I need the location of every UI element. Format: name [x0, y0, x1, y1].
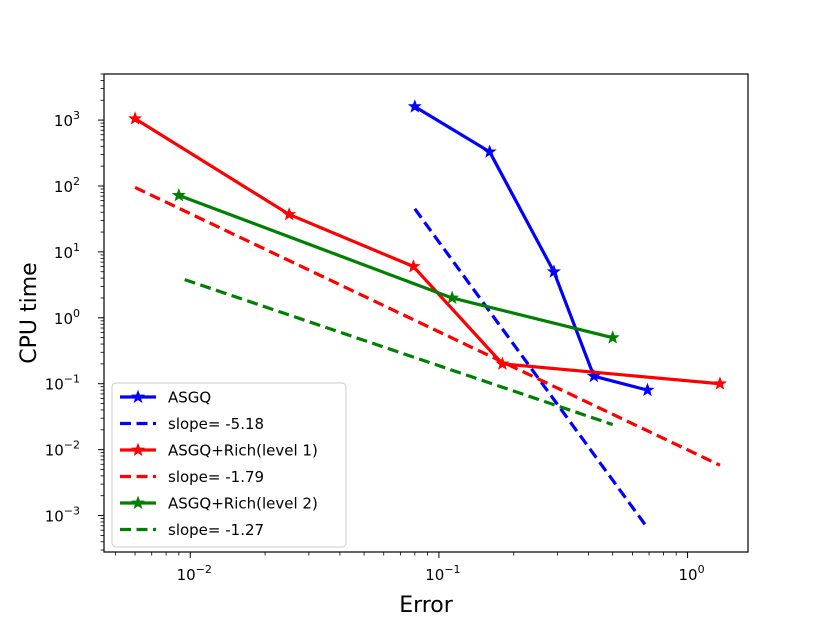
y-tick-label: 10−1: [45, 373, 80, 394]
x-axis-label: Error: [399, 593, 454, 618]
legend-swatch-star: [130, 442, 146, 456]
x-tick-label: 10−1: [425, 563, 460, 584]
x-tick-label: 100: [679, 563, 705, 584]
data-point-star: [495, 356, 510, 370]
data-point-star: [546, 264, 561, 278]
legend-label: slope= -1.27: [168, 521, 264, 539]
data-point-star: [605, 330, 620, 344]
legend-box: [111, 382, 347, 548]
slope-line: [134, 186, 721, 467]
data-point-star: [128, 111, 143, 125]
data-point-star: [445, 290, 460, 304]
data-point-star: [406, 259, 421, 273]
legend-label: slope= -1.79: [168, 468, 264, 486]
legend: ASGQ slope= -5.18 ASGQ+Rich(level 1) slope=…: [111, 382, 347, 548]
slope-line: [184, 278, 614, 427]
y-tick-label: 101: [54, 241, 80, 262]
legend-swatch-star: [130, 389, 146, 403]
data-point-star: [482, 144, 497, 158]
data-point-star: [171, 188, 186, 202]
data-point-star: [407, 99, 422, 113]
y-tick-label: 100: [54, 307, 80, 328]
y-tick-label: 10−2: [45, 439, 80, 460]
y-tick-label: 103: [54, 109, 80, 130]
data-point-star: [282, 207, 297, 221]
legend-label: slope= -5.18: [168, 415, 264, 433]
y-tick-label: 10−3: [45, 505, 80, 526]
x-tick-label: 10−2: [177, 563, 212, 584]
legend-label: ASGQ+Rich(level 1): [168, 442, 318, 460]
axis-layer: 10−2 10−1 100 10−3 10−2 10−1 100 101 102 103: [45, 73, 705, 584]
legend-label: ASGQ: [168, 389, 211, 407]
data-point-star: [712, 376, 727, 390]
plot-frame: [103, 73, 749, 553]
legend-label: ASGQ+Rich(level 2): [168, 495, 318, 513]
y-axis-label: CPU time: [17, 262, 42, 363]
data-point-star: [640, 382, 655, 397]
legend-swatch-star: [130, 495, 146, 509]
y-tick-label: 102: [54, 175, 80, 196]
series-layer: [128, 99, 727, 529]
